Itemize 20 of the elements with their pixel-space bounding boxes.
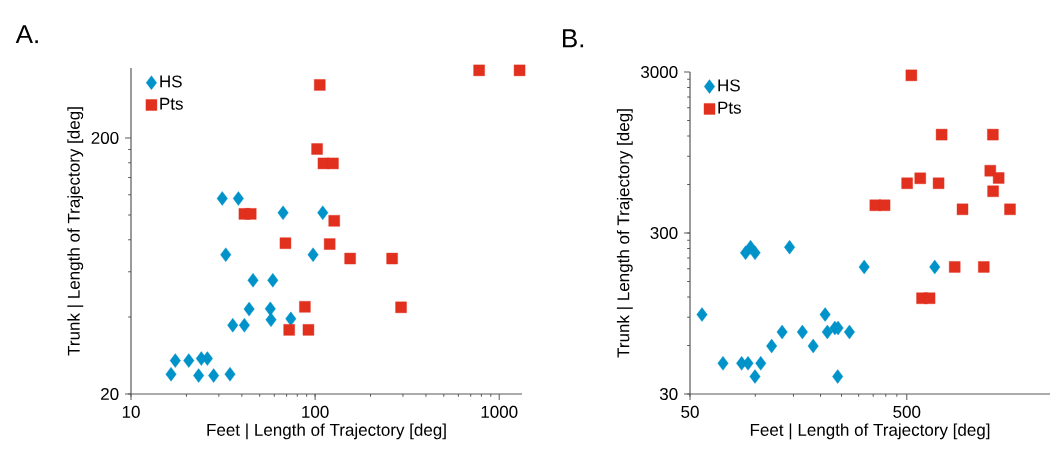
- y-tick-label: 300: [650, 226, 678, 240]
- legend-label: HS: [718, 79, 740, 92]
- y-tick-label: 3000: [640, 65, 678, 79]
- x-axis-title: Feet | Length of Trajectory [deg]: [750, 423, 990, 440]
- x-tick-label: 50: [681, 405, 699, 418]
- x-tick-label: 10: [122, 405, 140, 418]
- y-tick-label: 20: [101, 387, 119, 401]
- y-tick-label: 200: [91, 131, 119, 144]
- chart-title: B.: [563, 29, 584, 48]
- x-tick-label: 1000: [481, 405, 518, 418]
- legend-label: Pts: [160, 97, 183, 110]
- y-tick-label: 30: [659, 387, 678, 401]
- legend-label: Pts: [718, 101, 741, 114]
- y-axis-title: Trunk | Length of Trajectory [deg]: [67, 107, 84, 356]
- y-axis-title: Trunk | Length of Trajectory [deg]: [616, 109, 633, 358]
- legend-label: HS: [160, 75, 182, 88]
- x-axis-title: Feet | Length of Trajectory [deg]: [207, 423, 446, 440]
- x-tick-label: 100: [302, 405, 329, 418]
- x-tick-label: 500: [893, 405, 921, 418]
- chart-title: A.: [15, 25, 38, 44]
